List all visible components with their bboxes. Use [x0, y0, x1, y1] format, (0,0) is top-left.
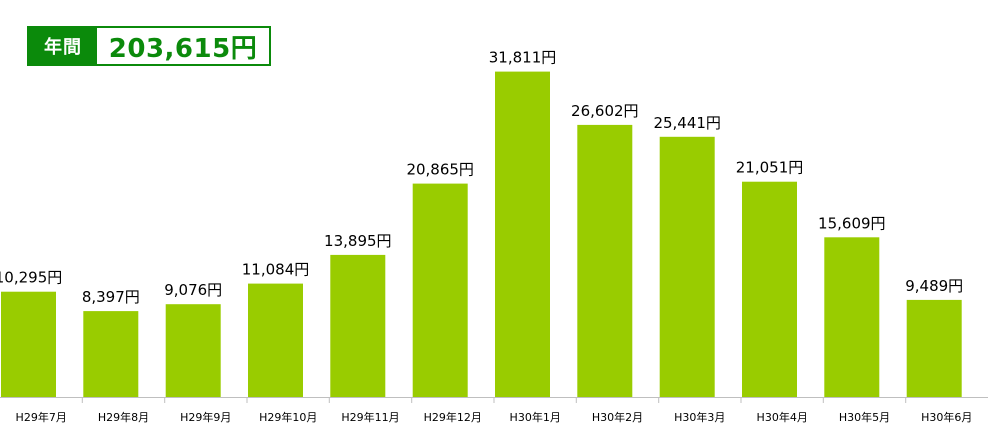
bar-9: [659, 136, 715, 398]
x-tick-label-10: H30年4月: [757, 410, 808, 424]
bar-value-label-7: 31,811円: [489, 49, 557, 67]
bar-value-label-8: 26,602円: [571, 102, 639, 120]
x-tick-label-9: H30年3月: [674, 410, 725, 424]
bar-1: [1, 291, 56, 397]
x-tick-label-4: H29年10月: [259, 410, 317, 424]
bar-6: [412, 183, 468, 397]
annual-total-value: 203,615円: [108, 33, 258, 64]
bar-value-label-10: 21,051円: [736, 159, 804, 177]
bar-value-label-11: 15,609円: [818, 214, 886, 232]
bar-12: [906, 299, 962, 397]
x-tick-label-8: H30年2月: [592, 410, 643, 424]
x-tick-label-6: H29年12月: [424, 410, 482, 424]
bar-value-label-12: 9,489円: [905, 277, 963, 295]
x-tick-label-3: H29年9月: [180, 410, 231, 424]
bar-value-label-9: 25,441円: [653, 114, 721, 132]
bar-11: [824, 237, 880, 397]
bar-10: [742, 181, 797, 397]
bar-7: [495, 71, 550, 397]
bar-value-label-2: 8,397円: [82, 288, 140, 306]
bar-value-label-6: 20,865円: [406, 161, 474, 179]
x-tick-label-1: H29年7月: [16, 410, 67, 424]
x-tick-label-2: H29年8月: [98, 410, 149, 424]
bar-8: [577, 124, 633, 398]
bar-5: [330, 254, 386, 397]
bar-value-label-4: 11,084円: [242, 261, 310, 279]
annual-total-box: 年間 203,615円: [27, 26, 271, 66]
bar-value-label-1: 10,295円: [0, 269, 62, 287]
bar-2: [83, 311, 139, 397]
x-tick-label-11: H30年5月: [839, 410, 890, 424]
bar-value-label-3: 9,076円: [164, 281, 222, 299]
x-tick-label-12: H30年6月: [921, 410, 972, 424]
bar-value-label-5: 13,895円: [324, 232, 392, 250]
bar-3: [165, 304, 221, 397]
bar-4: [248, 283, 303, 397]
x-tick-label-5: H29年11月: [341, 410, 399, 424]
annual-total-label: 年間: [29, 28, 97, 64]
x-tick-label-7: H30年1月: [510, 410, 561, 424]
